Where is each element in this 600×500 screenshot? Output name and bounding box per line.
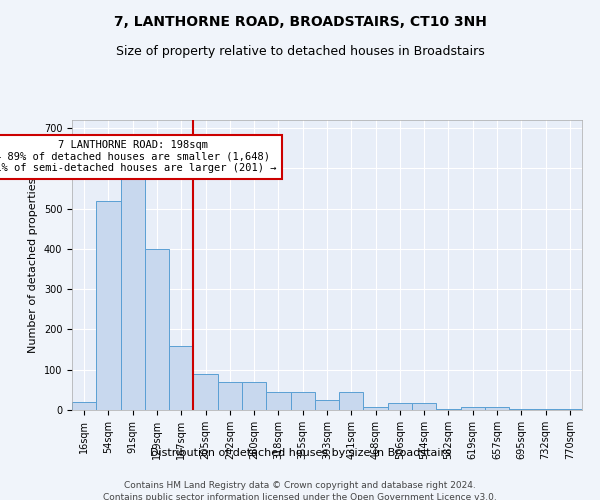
Text: Contains HM Land Registry data © Crown copyright and database right 2024.: Contains HM Land Registry data © Crown c… — [124, 481, 476, 490]
Bar — [485, 407, 509, 410]
Bar — [339, 392, 364, 410]
Bar — [461, 407, 485, 410]
Bar — [266, 392, 290, 410]
Bar — [388, 403, 412, 410]
Bar — [533, 409, 558, 410]
Bar — [145, 249, 169, 410]
Bar — [412, 403, 436, 410]
Text: 7 LANTHORNE ROAD: 198sqm
← 89% of detached houses are smaller (1,648)
11% of sem: 7 LANTHORNE ROAD: 198sqm ← 89% of detach… — [0, 140, 277, 173]
Bar — [290, 392, 315, 410]
Bar — [121, 168, 145, 410]
Bar — [96, 200, 121, 410]
Bar — [436, 409, 461, 410]
Bar — [193, 374, 218, 410]
Text: 7, LANTHORNE ROAD, BROADSTAIRS, CT10 3NH: 7, LANTHORNE ROAD, BROADSTAIRS, CT10 3NH — [113, 15, 487, 29]
Bar — [242, 382, 266, 410]
Text: Contains public sector information licensed under the Open Government Licence v3: Contains public sector information licen… — [103, 492, 497, 500]
Bar — [558, 409, 582, 410]
Bar — [169, 346, 193, 410]
Bar — [315, 400, 339, 410]
Bar — [218, 382, 242, 410]
Y-axis label: Number of detached properties: Number of detached properties — [28, 178, 38, 352]
Bar — [72, 402, 96, 410]
Bar — [509, 409, 533, 410]
Bar — [364, 407, 388, 410]
Text: Distribution of detached houses by size in Broadstairs: Distribution of detached houses by size … — [149, 448, 451, 458]
Text: Size of property relative to detached houses in Broadstairs: Size of property relative to detached ho… — [116, 45, 484, 58]
